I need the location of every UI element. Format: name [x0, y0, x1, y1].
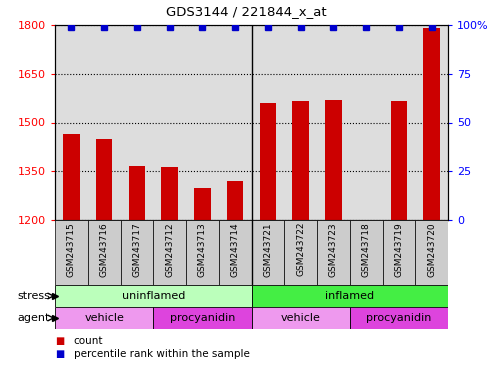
Text: GSM243717: GSM243717	[133, 222, 141, 277]
Bar	[390, 101, 407, 220]
Bar	[63, 134, 79, 220]
Text: ■: ■	[55, 336, 64, 346]
FancyBboxPatch shape	[284, 220, 317, 285]
Bar	[129, 166, 145, 220]
FancyBboxPatch shape	[415, 220, 448, 285]
Text: percentile rank within the sample: percentile rank within the sample	[74, 349, 249, 359]
Text: procyanidin: procyanidin	[170, 313, 235, 323]
Bar	[227, 181, 244, 220]
FancyBboxPatch shape	[55, 220, 88, 285]
Bar	[292, 101, 309, 220]
Bar	[423, 28, 440, 220]
FancyBboxPatch shape	[251, 220, 284, 285]
FancyBboxPatch shape	[186, 220, 219, 285]
Text: procyanidin: procyanidin	[366, 313, 431, 323]
Text: GSM243720: GSM243720	[427, 222, 436, 276]
FancyBboxPatch shape	[88, 220, 120, 285]
FancyBboxPatch shape	[55, 285, 251, 306]
Bar	[325, 100, 342, 220]
FancyBboxPatch shape	[251, 308, 350, 329]
Bar	[161, 167, 178, 220]
Text: ■: ■	[55, 349, 64, 359]
Text: GSM243723: GSM243723	[329, 222, 338, 276]
FancyBboxPatch shape	[153, 308, 251, 329]
Text: uninflamed: uninflamed	[122, 291, 185, 301]
Text: GSM243714: GSM243714	[231, 222, 240, 276]
FancyBboxPatch shape	[120, 220, 153, 285]
Text: vehicle: vehicle	[281, 313, 320, 323]
Text: vehicle: vehicle	[84, 313, 124, 323]
Text: GDS3144 / 221844_x_at: GDS3144 / 221844_x_at	[166, 5, 327, 18]
FancyBboxPatch shape	[251, 285, 448, 306]
Bar	[194, 187, 211, 220]
Text: GSM243719: GSM243719	[394, 222, 403, 277]
FancyBboxPatch shape	[350, 220, 383, 285]
Text: GSM243721: GSM243721	[263, 222, 272, 276]
Text: GSM243722: GSM243722	[296, 222, 305, 276]
Text: GSM243716: GSM243716	[100, 222, 108, 277]
Bar	[96, 139, 112, 220]
Text: GSM243712: GSM243712	[165, 222, 174, 276]
Bar	[260, 103, 276, 220]
Bar	[358, 220, 374, 222]
Text: inflamed: inflamed	[325, 291, 374, 301]
Text: GSM243715: GSM243715	[67, 222, 76, 277]
FancyBboxPatch shape	[219, 220, 251, 285]
Text: count: count	[74, 336, 103, 346]
Text: stress: stress	[17, 291, 50, 301]
Text: GSM243713: GSM243713	[198, 222, 207, 277]
FancyBboxPatch shape	[317, 220, 350, 285]
Text: GSM243718: GSM243718	[362, 222, 371, 277]
FancyBboxPatch shape	[55, 308, 153, 329]
FancyBboxPatch shape	[153, 220, 186, 285]
FancyBboxPatch shape	[350, 308, 448, 329]
Text: agent: agent	[18, 313, 50, 323]
FancyBboxPatch shape	[383, 220, 415, 285]
